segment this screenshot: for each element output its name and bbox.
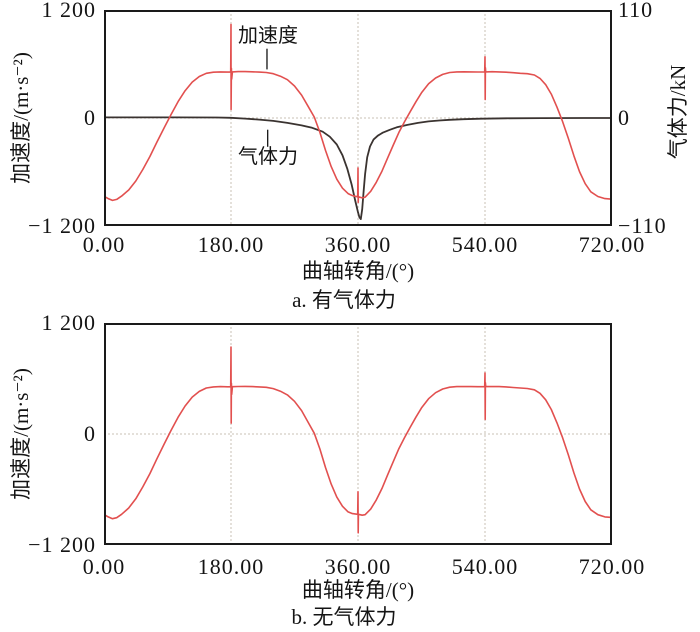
y-axis-title-right-a: 气体力/kN: [666, 64, 690, 160]
xtick-a-180: 180.00: [197, 232, 265, 257]
y-axis-title-left-b: 加速度/(m·s⁻²): [9, 368, 33, 500]
plot-area-with-gas: [104, 10, 612, 226]
ytick-right-a-neg110: −110: [618, 213, 667, 238]
acceleration-curve: [104, 23, 612, 204]
xtick-a-720: 720.00: [578, 232, 646, 257]
plot-border: [104, 323, 612, 545]
ytick-right-a-110: 110: [618, 0, 654, 22]
ytick-left-a-0: 0: [84, 105, 96, 130]
acceleration-curve: [104, 346, 612, 534]
plot-area-without-gas: [104, 323, 612, 545]
ytick-left-b-1200: 1 200: [41, 310, 96, 335]
ytick-left-b-0: 0: [84, 421, 96, 446]
chart-caption-b: b. 无气体力: [291, 605, 397, 629]
xtick-b-360: 360.00: [324, 554, 392, 579]
chart-caption-a: a. 有气体力: [292, 288, 396, 312]
plot-border: [104, 10, 612, 226]
ytick-left-a-1200: 1 200: [41, 0, 96, 22]
xtick-a-540: 540.00: [451, 232, 519, 257]
y-axis-title-left-a: 加速度/(m·s⁻²): [9, 52, 33, 184]
gas-force-curve: [104, 116, 612, 221]
xtick-b-180: 180.00: [197, 554, 265, 579]
ytick-right-a-0: 0: [618, 105, 630, 130]
ytick-left-a-neg1200: −1 200: [28, 213, 96, 238]
xtick-b-540: 540.00: [451, 554, 519, 579]
xtick-b-0: 0.00: [82, 554, 126, 579]
xtick-a-0: 0.00: [82, 232, 126, 257]
gas-force-annotation: 气体力: [238, 146, 298, 168]
xtick-b-720: 720.00: [578, 554, 646, 579]
acceleration-annotation: 加速度: [238, 25, 298, 47]
x-axis-title-a: 曲轴转角/(°): [301, 259, 415, 283]
xtick-a-360: 360.00: [324, 232, 392, 257]
ytick-left-b-neg1200: −1 200: [28, 532, 96, 557]
x-axis-title-b: 曲轴转角/(°): [301, 578, 415, 602]
